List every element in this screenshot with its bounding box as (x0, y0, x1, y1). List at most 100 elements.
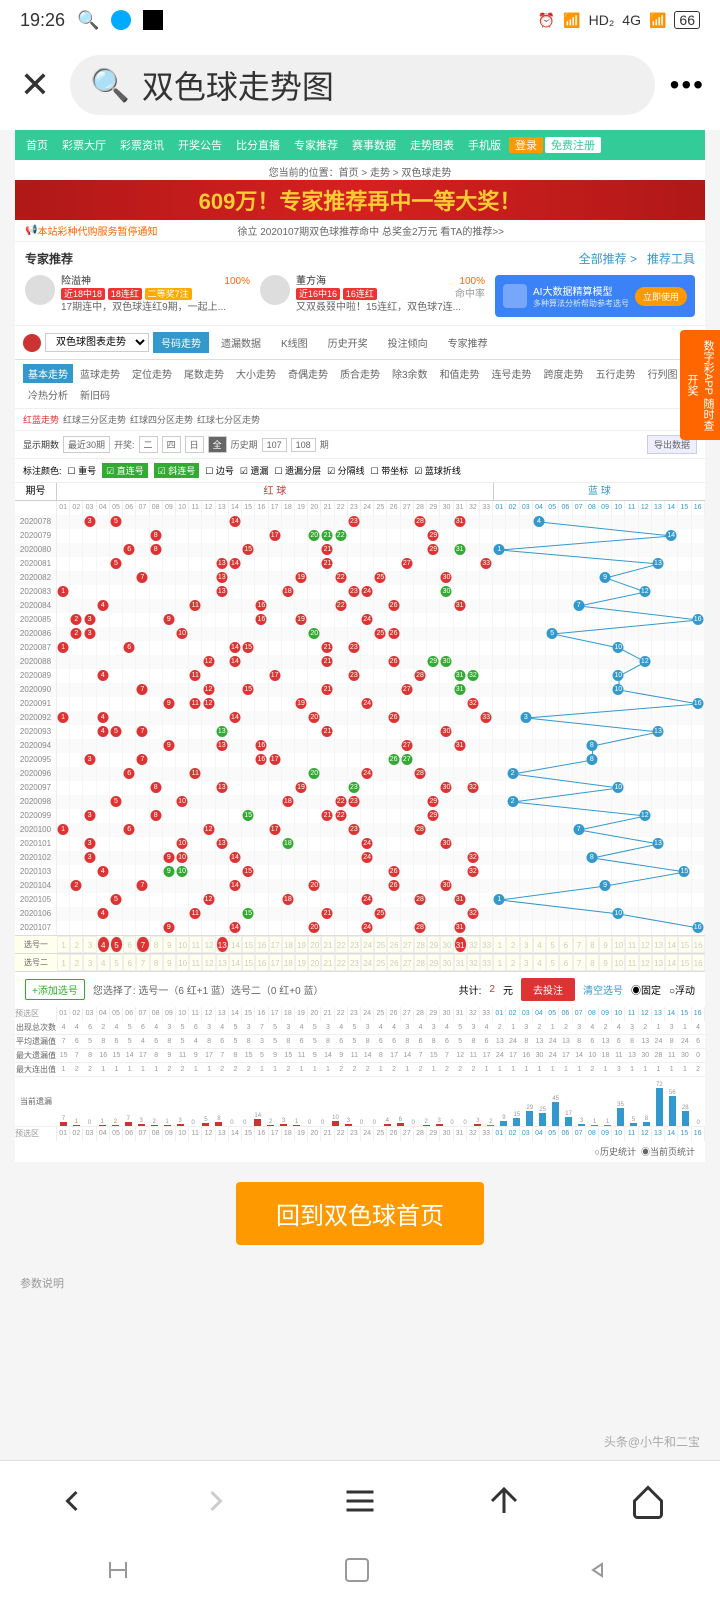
sel-cell[interactable]: 7 (573, 936, 586, 953)
sel-cell[interactable]: 28 (414, 936, 427, 953)
sel-cell[interactable]: 22 (335, 936, 348, 953)
sel-cell[interactable]: 15 (242, 954, 255, 971)
mark-opt[interactable]: ☑ 分隔线 (327, 464, 365, 477)
register-button[interactable]: 免费注册 (545, 137, 601, 153)
sel-cell[interactable]: 8 (586, 954, 599, 971)
sel-cell[interactable]: 17 (269, 936, 282, 953)
share-icon[interactable] (486, 1483, 522, 1519)
mark-opt[interactable]: ☑ 蓝球折线 (414, 464, 461, 477)
sel-cell[interactable]: 12 (639, 954, 652, 971)
tab-miss-data[interactable]: 遗漏数据 (213, 332, 269, 353)
sub-tab[interactable]: 质合走势 (335, 364, 385, 383)
sys-menu-icon[interactable] (109, 1562, 127, 1578)
sel-cell[interactable]: 6 (123, 936, 136, 953)
menu-icon[interactable] (342, 1483, 378, 1519)
sel-cell[interactable]: 13 (652, 936, 665, 953)
sel-cell[interactable]: 12 (639, 936, 652, 953)
sel-cell[interactable]: 5 (546, 954, 559, 971)
sel-cell[interactable]: 6 (559, 936, 572, 953)
sel-cell[interactable]: 12 (202, 936, 215, 953)
sel-cell[interactable]: 18 (282, 954, 295, 971)
sub-tab[interactable]: 奇偶走势 (283, 364, 333, 383)
sel-cell[interactable]: 2 (70, 936, 83, 953)
forward-icon[interactable] (198, 1483, 234, 1519)
sel-cell[interactable]: 9 (163, 936, 176, 953)
tab-history[interactable]: 历史开奖 (320, 332, 376, 353)
sys-back-icon[interactable] (587, 1558, 611, 1582)
promo-banner[interactable]: 609万！专家推荐再中一等大奖！ (15, 180, 705, 220)
sel-cell[interactable]: 29 (427, 954, 440, 971)
sel-cell[interactable]: 11 (625, 954, 638, 971)
zone-tab[interactable]: 红球三分区走势 (63, 413, 126, 426)
sel-cell[interactable]: 13 (652, 954, 665, 971)
mark-opt[interactable]: ☑ 直连号 (102, 463, 148, 478)
search-field[interactable]: 🔍 双色球走势图 (70, 55, 655, 115)
home-icon[interactable] (630, 1483, 666, 1519)
sel-cell[interactable]: 5 (110, 954, 123, 971)
nav-item[interactable]: 赛事数据 (346, 137, 402, 153)
nav-item[interactable]: 彩票资讯 (114, 137, 170, 153)
nav-item[interactable]: 走势图表 (404, 137, 460, 153)
sub-tab[interactable]: 大小走势 (231, 364, 281, 383)
sel-cell[interactable]: 14 (229, 936, 242, 953)
sel-cell[interactable]: 24 (361, 936, 374, 953)
sel-cell[interactable]: 9 (599, 954, 612, 971)
sel-cell[interactable]: 21 (321, 954, 334, 971)
sel-cell[interactable]: 6 (559, 954, 572, 971)
sel-cell[interactable]: 16 (692, 954, 705, 971)
sel-cell[interactable]: 31 (454, 954, 467, 971)
sel-cell[interactable]: 26 (387, 954, 400, 971)
clear-button[interactable]: 清空选号 (583, 982, 623, 997)
back-home-button[interactable]: 回到双色球首页 (236, 1182, 484, 1245)
notice-text-1[interactable]: 本站彩种代购服务暂停通知 (37, 223, 157, 238)
sel-cell[interactable]: 11 (189, 954, 202, 971)
sel-cell[interactable]: 2 (70, 954, 83, 971)
sel-cell[interactable]: 30 (440, 954, 453, 971)
sel-cell[interactable]: 32 (467, 954, 480, 971)
sel-cell[interactable]: 7 (136, 936, 149, 953)
sel-cell[interactable]: 9 (599, 936, 612, 953)
zone-tab[interactable]: 红球七分区走势 (197, 413, 260, 426)
param-desc[interactable]: 参数说明 (0, 1265, 720, 1301)
sub-tab[interactable]: 跨度走势 (539, 364, 589, 383)
sel-cell[interactable]: 22 (335, 954, 348, 971)
chart-type-select[interactable]: 双色球图表走势 (45, 333, 149, 352)
nav-item[interactable]: 首页 (20, 137, 54, 153)
sel-cell[interactable]: 14 (665, 936, 678, 953)
sel-cell[interactable]: 21 (321, 936, 334, 953)
sel-cell[interactable]: 20 (308, 954, 321, 971)
nav-item[interactable]: 开奖公告 (172, 137, 228, 153)
mark-opt[interactable]: ☑ 遗漏 (240, 464, 269, 477)
sel-cell[interactable]: 10 (176, 954, 189, 971)
sel-cell[interactable]: 8 (150, 954, 163, 971)
sel-cell[interactable]: 14 (229, 954, 242, 971)
sel-cell[interactable]: 4 (97, 954, 110, 971)
sel-cell[interactable]: 33 (480, 954, 493, 971)
sub-tab[interactable]: 五行走势 (591, 364, 641, 383)
tab-kline[interactable]: K线图 (273, 332, 316, 353)
period-select[interactable]: 最近30期 (63, 436, 110, 453)
sel-cell[interactable]: 4 (97, 936, 110, 953)
sub-tab[interactable]: 新旧码 (75, 385, 115, 404)
sub-tab[interactable]: 冷热分析 (23, 385, 73, 404)
expert-tool-link[interactable]: 推荐工具 (647, 252, 695, 266)
sel-cell[interactable]: 3 (83, 954, 96, 971)
sel-cell[interactable]: 17 (269, 954, 282, 971)
sel-cell[interactable]: 32 (467, 936, 480, 953)
hist-stat-radio[interactable]: ○历史统计 (595, 1147, 636, 1157)
sub-tab[interactable]: 尾数走势 (179, 364, 229, 383)
sub-tab[interactable]: 定位走势 (127, 364, 177, 383)
sel-cell[interactable]: 27 (401, 936, 414, 953)
sel-cell[interactable]: 3 (520, 936, 533, 953)
sel-cell[interactable]: 15 (678, 936, 691, 953)
mark-opt[interactable]: ☐ 重号 (68, 464, 97, 477)
tab-expert[interactable]: 专家推荐 (440, 332, 496, 353)
sel-cell[interactable]: 16 (692, 936, 705, 953)
sel-cell[interactable]: 8 (150, 936, 163, 953)
sel-cell[interactable]: 9 (163, 954, 176, 971)
float-radio[interactable]: ○浮动 (669, 982, 695, 997)
sel-cell[interactable]: 3 (520, 954, 533, 971)
sel-cell[interactable]: 5 (546, 936, 559, 953)
back-icon[interactable] (54, 1483, 90, 1519)
sel-cell[interactable]: 20 (308, 936, 321, 953)
